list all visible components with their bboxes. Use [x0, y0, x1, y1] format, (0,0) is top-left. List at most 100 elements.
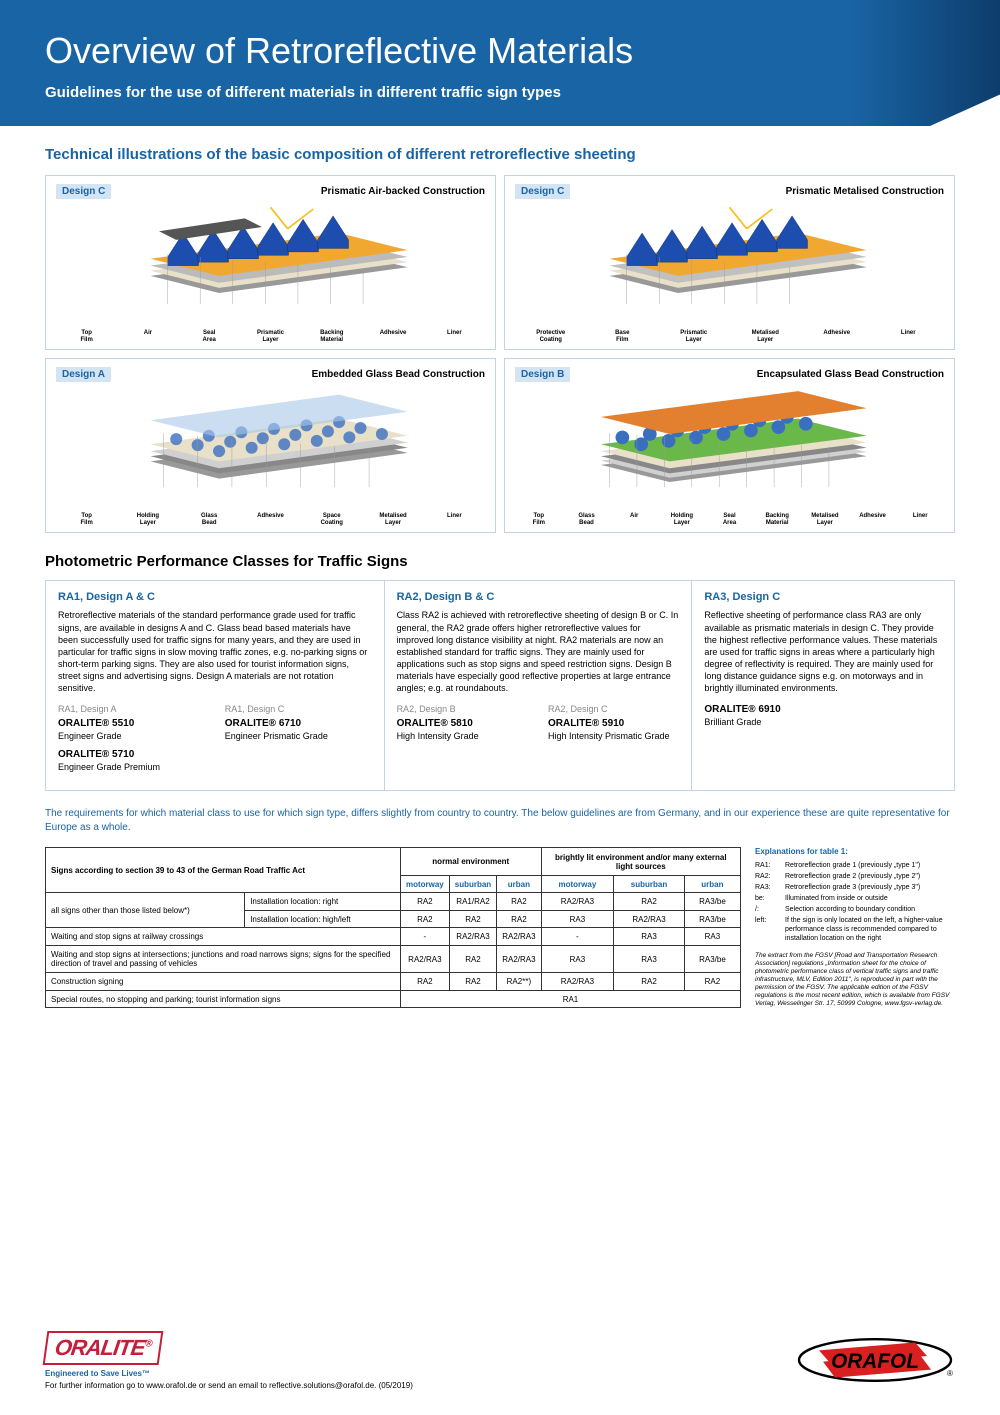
table-row-label: all signs other than those listed below*…: [46, 893, 245, 928]
class-box-1: RA2, Design B & C Class RA2 is achieved w…: [385, 581, 693, 790]
product-grade: High Intensity Grade: [397, 731, 528, 741]
table-cell: RA3: [541, 945, 614, 972]
table-row-label: Special routes, no stopping and parking;…: [46, 990, 401, 1008]
diagram-title: Prismatic Air-backed Construction: [321, 186, 485, 197]
design-badge: Design C: [515, 184, 570, 199]
table-row-label: Waiting and stop signs at intersections;…: [46, 945, 401, 972]
class-title: RA1, Design A & C: [58, 591, 372, 603]
product-name: ORALITE® 5910: [548, 718, 679, 729]
class-box-0: RA1, Design A & C Retroreflective materia…: [46, 581, 385, 790]
table-cell: RA2/RA3: [449, 928, 496, 946]
explanations-title: Explanations for table 1:: [755, 847, 955, 857]
table-cell: -: [541, 928, 614, 946]
product-name: ORALITE® 5510: [58, 718, 205, 729]
oralite-tagline: Engineered to Save Lives™: [45, 1369, 413, 1378]
product-name: ORALITE® 6910: [704, 704, 942, 715]
table-cell: RA3/be: [684, 893, 740, 911]
table-cell: Installation location: high/left: [245, 910, 401, 928]
table-cell: RA1/RA2: [449, 893, 496, 911]
table-cell: RA1: [400, 990, 740, 1008]
layer-labels: TopFilmHoldingLayerGlassBeadAdhesiveSpac…: [56, 513, 485, 526]
main-table: Signs according to section 39 to 43 of t…: [45, 847, 741, 1008]
page-subtitle: Guidelines for the use of different mate…: [45, 84, 955, 101]
main-content: Technical illustrations of the basic com…: [0, 126, 1000, 1058]
footer: ORALITE® Engineered to Save Lives™ For f…: [45, 1331, 955, 1390]
page-title: Overview of Retroreflective Materials: [45, 30, 955, 72]
table-subheader: urban: [684, 875, 740, 893]
diagram-3: Design B Encapsulated Glass Bead Construc…: [504, 358, 955, 533]
page-header: Overview of Retroreflective Materials Gu…: [0, 0, 1000, 126]
product-sub: RA2, Design C: [548, 704, 679, 714]
table-cell: RA2/RA3: [541, 893, 614, 911]
explanation-row: left:If the sign is only located on the …: [755, 916, 955, 943]
product-name: ORALITE® 5810: [397, 718, 528, 729]
table-subheader: motorway: [400, 875, 449, 893]
classes-title: Photometric Performance Classes for Traf…: [45, 553, 955, 570]
table-cell: RA2: [614, 973, 685, 991]
table-cell: RA2/RA3: [541, 973, 614, 991]
table-env1: normal environment: [400, 848, 541, 875]
table-cell: RA3: [541, 910, 614, 928]
diagrams-grid: Design C Prismatic Air-backed Constructio…: [45, 175, 955, 533]
footer-info: For further information go to www.orafol…: [45, 1381, 413, 1390]
orafol-logo: ORAFOL ®: [795, 1335, 955, 1390]
table-header-main: Signs according to section 39 to 43 of t…: [46, 848, 401, 893]
table-row-label: Waiting and stop signs at railway crossi…: [46, 928, 401, 946]
table-section: Signs according to section 39 to 43 of t…: [45, 847, 955, 1008]
class-title: RA3, Design C: [704, 591, 942, 603]
product-grade: Brilliant Grade: [704, 717, 942, 727]
product-grade: Engineer Grade Premium: [58, 762, 205, 772]
layer-labels: ProtectiveCoatingBaseFilmPrismaticLayerM…: [515, 330, 944, 343]
diagram-title: Embedded Glass Bead Construction: [312, 369, 485, 380]
oralite-logo: ORALITE®: [43, 1331, 164, 1365]
table-subheader: suburban: [449, 875, 496, 893]
table-cell: RA2: [400, 893, 449, 911]
table-cell: RA2/RA3: [614, 910, 685, 928]
table-cell: RA2: [449, 910, 496, 928]
table-cell: RA3/be: [684, 945, 740, 972]
product-sub: RA1, Design C: [225, 704, 372, 714]
class-text: Class RA2 is achieved with retroreflecti…: [397, 609, 680, 694]
design-badge: Design B: [515, 367, 570, 382]
table-cell: RA2: [449, 945, 496, 972]
product-grade: Engineer Prismatic Grade: [225, 731, 372, 741]
diagram-title: Prismatic Metalised Construction: [786, 186, 944, 197]
table-cell: RA3/be: [684, 910, 740, 928]
table-subheader: suburban: [614, 875, 685, 893]
svg-text:®: ®: [947, 1369, 953, 1378]
table-env2: brightly lit environment and/or many ext…: [541, 848, 740, 875]
layer-labels: TopFilmGlassBeadAirHoldingLayerSealAreaB…: [515, 513, 944, 526]
footer-left: ORALITE® Engineered to Save Lives™ For f…: [45, 1331, 413, 1390]
class-title: RA2, Design B & C: [397, 591, 680, 603]
product-name: ORALITE® 5710: [58, 749, 205, 760]
table-cell: RA3: [684, 928, 740, 946]
product-grade: Engineer Grade: [58, 731, 205, 741]
svg-text:ORAFOL: ORAFOL: [831, 1350, 919, 1373]
explanation-row: be:Illuminated from inside or outside: [755, 894, 955, 903]
table-cell: RA2: [400, 910, 449, 928]
table-cell: RA3: [614, 945, 685, 972]
explanation-row: RA2:Retroreflection grade 2 (previously …: [755, 872, 955, 881]
table-cell: RA2: [497, 910, 541, 928]
table-cell: RA2: [400, 973, 449, 991]
layer-labels: TopFilmAirSealAreaPrismaticLayerBackingM…: [56, 330, 485, 343]
product-grade: High Intensity Prismatic Grade: [548, 731, 679, 741]
explanation-row: RA3:Retroreflection grade 3 (previously …: [755, 883, 955, 892]
class-box-2: RA3, Design CReflective sheeting of perf…: [692, 581, 954, 790]
explanations: Explanations for table 1: RA1:Retrorefle…: [755, 847, 955, 1008]
product-name: ORALITE® 6710: [225, 718, 372, 729]
table-cell: RA2: [497, 893, 541, 911]
class-text: Retroreflective materials of the standar…: [58, 609, 372, 694]
diagram-0: Design CPrismatic Air-backed Constructio…: [45, 175, 496, 350]
illustrations-title: Technical illustrations of the basic com…: [45, 146, 955, 163]
classes-grid: RA1, Design A & C Retroreflective materia…: [45, 580, 955, 791]
explanation-row: RA1:Retroreflection grade 1 (previously …: [755, 861, 955, 870]
diagram-2: Design AEmbedded Glass Bead Construction…: [45, 358, 496, 533]
table-cell: RA2**): [497, 973, 541, 991]
diagram-title: Encapsulated Glass Bead Construction: [757, 369, 944, 380]
table-subheader: urban: [497, 875, 541, 893]
explanations-list: RA1:Retroreflection grade 1 (previously …: [755, 861, 955, 944]
explanation-row: /:Selection according to boundary condit…: [755, 905, 955, 914]
table-cell: RA2: [614, 893, 685, 911]
product-sub: RA1, Design A: [58, 704, 205, 714]
